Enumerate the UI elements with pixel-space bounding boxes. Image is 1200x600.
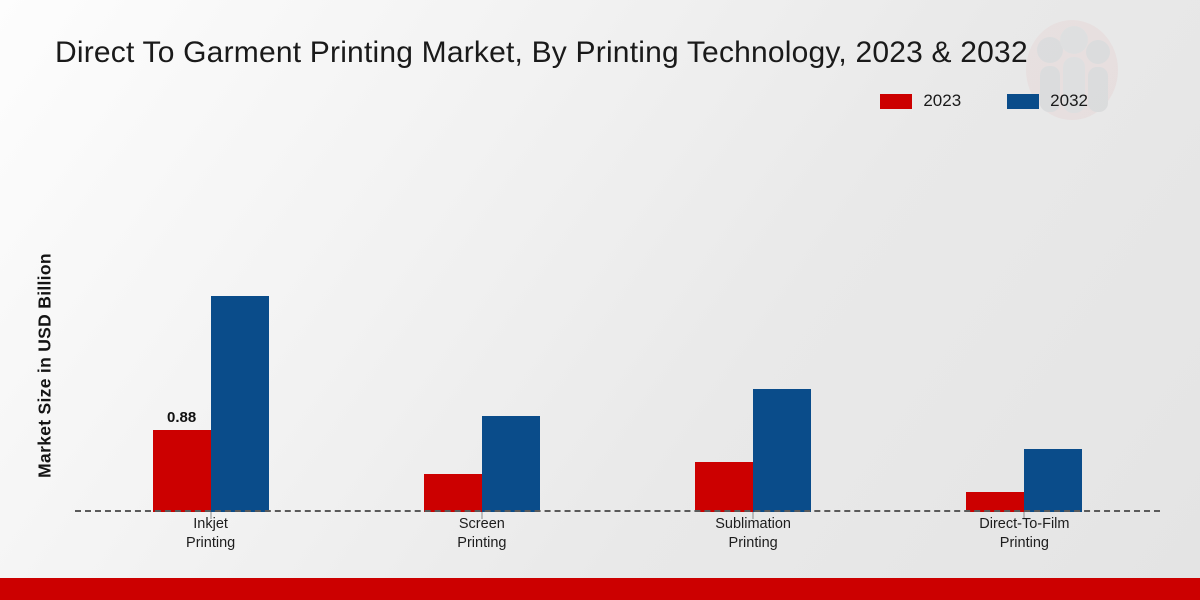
x-axis-label-line: Screen <box>458 516 505 532</box>
bar-2023-0[interactable]: 0.88 <box>152 409 211 512</box>
bar-value-label: 0.88 <box>167 409 197 427</box>
legend-item-2023[interactable]: 2023 <box>880 91 961 111</box>
bar-2032-3[interactable] <box>1024 448 1083 512</box>
bar-2023-1[interactable] <box>423 473 482 512</box>
x-axis-tick <box>752 512 754 519</box>
x-axis-baseline <box>75 510 1160 512</box>
x-axis-label-line: Printing <box>457 535 507 551</box>
x-axis-label-line: Direct-To-Film <box>979 516 1070 532</box>
x-axis-tick <box>481 512 483 519</box>
plot-area: 0.88 <box>75 140 1160 519</box>
legend-item-2032[interactable]: 2032 <box>1007 91 1088 111</box>
bar-group <box>889 140 1160 519</box>
x-axis-label: Inkjet Printing <box>75 515 346 553</box>
x-axis-labels: Inkjet Printing Screen Printing Sublimation P… <box>75 515 1160 553</box>
bar-2023-2[interactable] <box>695 461 754 512</box>
bar-group <box>346 140 617 519</box>
chart-title: Direct To Garment Printing Market, By Pr… <box>55 36 1028 69</box>
x-axis-tick <box>210 512 212 519</box>
x-axis-label-line: Sublimation <box>715 516 791 532</box>
legend-label: 2032 <box>1050 91 1088 110</box>
bar-2032-1[interactable] <box>481 416 540 512</box>
bar-2032-2[interactable] <box>753 389 812 512</box>
legend-swatch-icon <box>1007 93 1040 109</box>
x-axis-label: Sublimation Printing <box>618 515 889 553</box>
legend-swatch-icon <box>880 93 913 109</box>
footer-stripe <box>0 578 1200 600</box>
bar-group <box>618 140 889 519</box>
x-axis-tick <box>1023 512 1025 519</box>
x-axis-label: Direct-To-Film Printing <box>889 515 1160 553</box>
bar-2023-3[interactable] <box>966 492 1025 512</box>
bar-groups: 0.88 <box>75 140 1160 519</box>
chart-legend: 2023 2032 <box>880 91 1088 111</box>
legend-label: 2023 <box>923 91 962 110</box>
bar-2032-0[interactable] <box>210 296 269 512</box>
x-axis-label-line: Printing <box>728 535 778 551</box>
x-axis-label: Screen Printing <box>346 515 617 553</box>
x-axis-label-line: Printing <box>186 535 236 551</box>
y-axis-title: Market Size in USD Billion <box>34 253 55 478</box>
x-axis-label-line: Inkjet <box>193 516 228 532</box>
x-axis-label-line: Printing <box>999 535 1049 551</box>
bar-group: 0.88 <box>75 140 346 519</box>
